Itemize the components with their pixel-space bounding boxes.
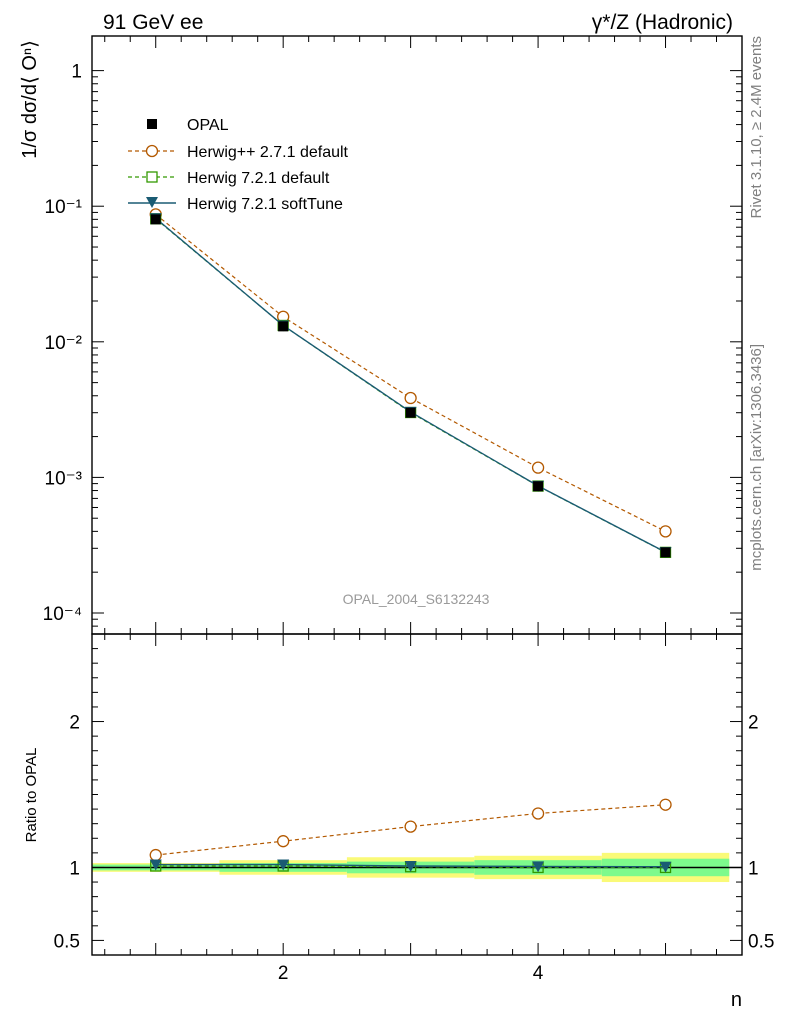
- ratio-uncertainty-bands: [92, 852, 742, 883]
- mcplots-reference-label: mcplots.cern.ch [arXiv:1306.3436]: [748, 344, 765, 571]
- ratio-frame: [91, 633, 743, 956]
- legend-marker-opal: [147, 119, 157, 129]
- main-y-axis-label: 1/σ dσ/d⟨ Oⁿ⟩: [19, 40, 41, 159]
- legend-label-herwigpp: Herwig++ 2.7.1 default: [187, 144, 349, 161]
- x-axis-label: n: [731, 989, 742, 1011]
- legend: OPAL Herwig++ 2.7.1 default Herwig 7.2.1…: [128, 117, 349, 213]
- ratio-series-herwig-7-2-1-softtune: [149, 859, 672, 873]
- series-line-herwig-7-2-1-default: [155, 218, 666, 553]
- y-tick-label: 10⁻¹: [45, 197, 83, 218]
- x-tick-label: 4: [533, 963, 544, 984]
- main-axes: 1 10⁻¹ 10⁻² 10⁻³ 10⁻⁴: [43, 36, 742, 635]
- ratio-point-herwig-7-2-1-softtune: [277, 859, 290, 871]
- data-point-herwig-2-7-1-default: [659, 525, 672, 538]
- series-opal: [150, 214, 671, 558]
- ratio-y-tick-label-right: 1: [748, 858, 759, 879]
- legend-label-opal: OPAL: [187, 117, 229, 134]
- y-tick-label: 10⁻²: [45, 333, 83, 354]
- ratio-series: [149, 798, 672, 874]
- legend-item-herwig7-softtune: Herwig 7.2.1 softTune: [128, 196, 343, 213]
- ratio-point-herwig-7-2-1-softtune: [659, 861, 672, 873]
- ratio-y-axis-label: Ratio to OPAL: [23, 748, 40, 843]
- x-tick-label: 2: [278, 963, 289, 984]
- series-line-herwig-7-2-1-softtune: [155, 217, 666, 553]
- legend-item-herwigpp: Herwig++ 2.7.1 default: [128, 144, 349, 161]
- ratio-y-tick-label-left: 1: [69, 858, 80, 879]
- ratio-point-herwig-2-7-1-default: [659, 798, 672, 811]
- y-tick-label: 10⁻³: [45, 468, 83, 489]
- data-point-opal: [278, 321, 289, 332]
- ratio-point-herwig-2-7-1-default: [531, 807, 545, 820]
- legend-item-herwig7-default: Herwig 7.2.1 default: [128, 170, 330, 187]
- ratio-point-herwig-7-2-1-softtune: [404, 860, 417, 872]
- series-herwig-7-2-1-default: [150, 213, 672, 559]
- legend-marker-herwigpp: [145, 144, 159, 158]
- series-herwig-2-7-1-default: [149, 208, 672, 538]
- ratio-point-herwig-7-2-1-softtune: [532, 861, 545, 873]
- ratio-point-herwig-7-2-1-softtune: [149, 859, 162, 871]
- data-point-opal: [150, 214, 161, 225]
- ratio-point-herwig-2-7-1-default: [277, 835, 290, 848]
- analysis-annotation: OPAL_2004_S6132243: [343, 591, 490, 607]
- ratio-y-tick-label-left: 2: [69, 713, 80, 734]
- series-herwig-7-2-1-softtune: [149, 213, 672, 559]
- main-panel: 1 10⁻¹ 10⁻² 10⁻³ 10⁻⁴ 1/σ dσ/d⟨ Oⁿ⟩ OPAL_200…: [19, 35, 743, 635]
- legend-label-herwig7-softtune: Herwig 7.2.1 softTune: [187, 196, 343, 213]
- legend-marker-herwig7-default: [146, 171, 158, 183]
- y-tick-label: 10⁻⁴: [43, 604, 82, 625]
- ratio-y-tick-label-left: 0.5: [54, 931, 80, 952]
- ratio-point-herwig-2-7-1-default: [404, 820, 417, 833]
- ratio-y-tick-label-right: 0.5: [748, 931, 774, 952]
- data-point-herwig-2-7-1-default: [531, 461, 545, 474]
- header-left-label: 91 GeV ee: [103, 11, 203, 34]
- ratio-point-herwig-2-7-1-default: [149, 848, 162, 862]
- data-point-opal: [405, 407, 416, 418]
- header-right-label: γ*/Z (Hadronic): [592, 11, 733, 34]
- y-tick-label: 1: [71, 62, 82, 83]
- data-point-opal: [533, 481, 544, 492]
- data-point-herwig-2-7-1-default: [404, 391, 417, 405]
- ratio-series-herwig-2-7-1-default: [149, 798, 672, 862]
- legend-marker-herwig7-softtune: [146, 197, 158, 208]
- legend-item-opal: OPAL: [147, 117, 229, 134]
- data-point-opal: [660, 547, 671, 558]
- main-series: [149, 208, 672, 559]
- ratio-line-herwig-2-7-1-default: [155, 804, 666, 856]
- ratio-panel: 0.5 0.5 1 1 2 2 2 4 Ratio to OPAL n: [23, 633, 774, 1011]
- ratio-axes: 0.5 0.5 1 1 2 2 2 4: [54, 634, 774, 984]
- legend-label-herwig7-default: Herwig 7.2.1 default: [187, 170, 330, 187]
- series-line-herwig-2-7-1-default: [155, 213, 666, 532]
- rivet-version-label: Rivet 3.1.10, ≥ 2.4M events: [748, 36, 765, 219]
- ratio-y-tick-label-right: 2: [748, 713, 759, 734]
